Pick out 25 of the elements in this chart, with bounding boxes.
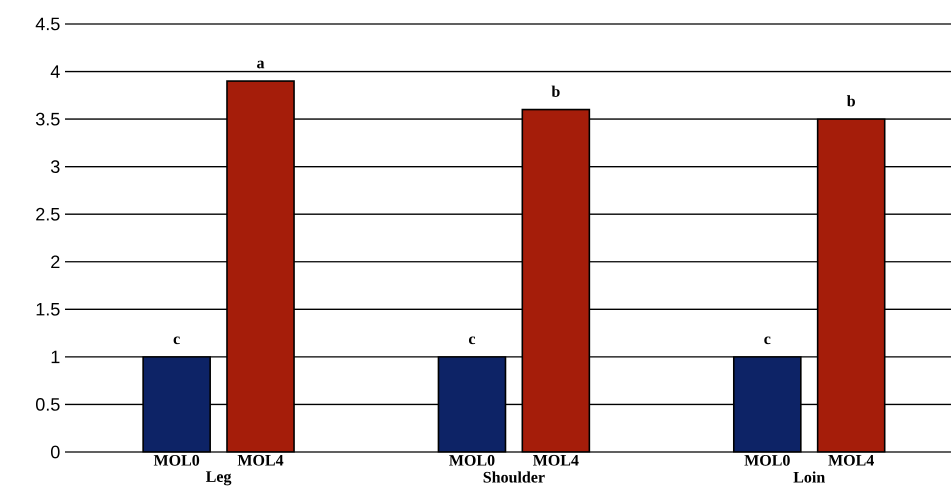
x-tick-label: Loin <box>794 471 826 483</box>
x-tick-label: Leg <box>206 471 232 486</box>
y-tick-label: 4 <box>50 65 60 78</box>
text: MOL4 <box>828 454 874 466</box>
text: MOL0 <box>449 454 494 466</box>
y-tick-label: 3 <box>50 160 60 174</box>
y-tick-label: 1 <box>52 350 60 364</box>
text: MOL4 <box>533 454 579 466</box>
series-label: MOL4 <box>238 454 284 466</box>
data-label: c <box>174 336 180 344</box>
data-label: c <box>764 336 770 344</box>
data-label: a <box>257 60 264 68</box>
data-label: b <box>846 95 855 106</box>
y-tick-label: 3.5 <box>36 112 60 126</box>
data-label: b <box>552 86 560 97</box>
series-label: MOL0 <box>154 454 200 466</box>
y-tick-label: 0 <box>51 446 60 458</box>
text: MOL0 <box>744 454 790 466</box>
data-label: c <box>468 336 476 344</box>
y-tick-label: 4.5 <box>36 18 60 30</box>
y-tick-label: 0.5 <box>36 398 60 411</box>
x-tick-label: Shoulder <box>484 471 545 483</box>
y-tick-label: 2 <box>51 255 60 268</box>
y-tick-label: 1.5 <box>36 303 60 316</box>
y-tick-label: 2.5 <box>36 208 60 221</box>
